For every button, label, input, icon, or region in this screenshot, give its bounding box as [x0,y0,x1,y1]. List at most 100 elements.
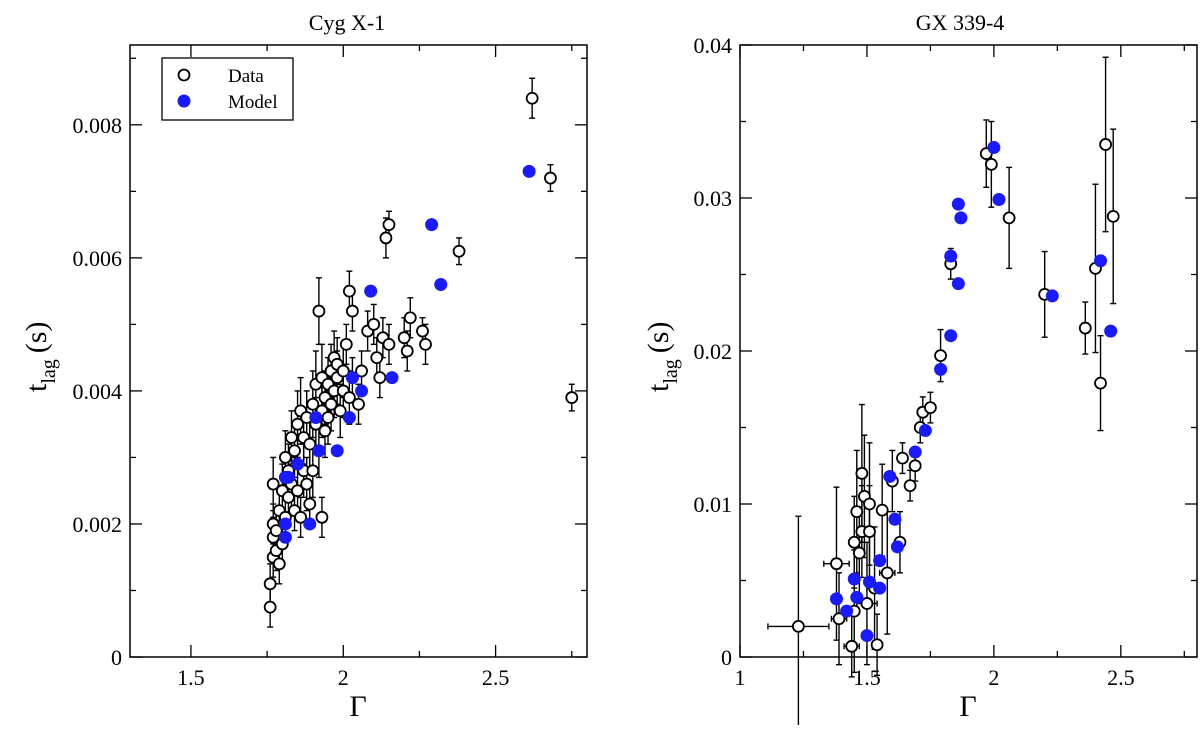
data-point [346,304,359,318]
data-point [382,218,396,232]
y-axis-title: tlag (s) [642,322,682,392]
legend-model-marker [177,94,191,108]
data-point [934,349,947,362]
x-tick-label: 2 [338,665,349,690]
axis-ticks: 1.5 2 2.5 0 0.002 0.004 0.006 0.008 [73,45,587,690]
model-point [873,554,887,568]
data-point [282,490,295,504]
data-point [565,391,579,404]
model-point [987,141,1001,155]
y-tick-label: 0.02 [694,339,733,364]
model-point [860,629,874,643]
error-bars [267,77,575,628]
data-point [863,525,876,538]
model-point [425,218,439,232]
legend-box [161,57,294,121]
model-point [522,164,536,178]
legend-model-label: Model [228,92,278,113]
x-axis-title: Γ [349,690,366,723]
panel-title: Cyg X-1 [309,10,385,35]
axis-ticks: 1 1.5 2 2.5 0 0.01 0.02 0.03 0.04 [694,33,1197,690]
data-point [850,505,864,519]
x-tick-label: 1.5 [177,665,205,690]
panel-cyg-x1: Cyg X-1 1.5 2 2.5 0 0.002 0.004 0.006 0.008 Γ t… [20,10,588,723]
data-point [291,417,304,431]
data-point [379,231,393,245]
legend: Data Model [161,57,294,121]
model-point [291,457,305,471]
data-point [342,391,356,404]
y-axis-title-main: t [642,383,675,392]
legend-data-label: Data [228,66,264,87]
model-point [934,362,948,376]
data-point [315,510,329,524]
model-point [342,411,356,425]
data-point [291,484,304,498]
data-point [1106,209,1120,223]
data-point [416,324,429,338]
model-point [888,512,902,526]
model-point [312,444,326,458]
data-point [1099,138,1112,151]
data-point [832,612,846,626]
model-point [355,384,369,398]
model-point [303,517,317,531]
x-tick-label: 2.5 [482,665,510,690]
data-point [855,466,869,480]
plot-frame [129,44,588,658]
model-point [278,517,292,531]
data-point [336,364,350,378]
data-point [272,557,286,571]
data-point [852,546,866,560]
y-tick-label: 0 [111,645,122,670]
model-point [278,530,292,544]
data-point [355,364,368,378]
data-point [880,566,894,580]
data-point [278,451,292,464]
model-point [330,444,344,458]
x-axis-title: Γ [959,690,976,723]
y-tick-label: 0.04 [694,33,733,58]
data-point [263,577,277,591]
model-point [992,193,1006,207]
model-point [908,445,922,459]
data-point [339,337,353,351]
data-points [791,138,1120,653]
data-point [306,464,320,478]
data-point [419,337,432,351]
y-tick-label: 0 [721,645,732,670]
data-point [367,317,381,331]
data-point [263,600,277,614]
model-point [309,411,323,425]
legend-data-marker [177,68,191,82]
model-point [1104,324,1118,338]
model-point [862,575,876,589]
data-point [1002,211,1016,225]
data-point [397,331,411,345]
model-point [434,277,448,291]
model-point [873,581,887,595]
model-point [1094,254,1108,268]
data-point [847,535,861,549]
data-point [300,477,314,491]
data-point [452,244,466,258]
data-point [342,284,356,298]
y-axis-title-unit: (s) [642,322,675,354]
y-axis-title: tlag (s) [20,322,60,392]
data-point [875,503,889,517]
data-point [370,351,384,365]
data-point [403,311,417,325]
data-point [294,510,308,524]
data-point [324,397,338,411]
data-point [1078,321,1092,335]
data-point [269,524,283,538]
model-point [944,329,958,343]
data-point [303,497,317,511]
model-point [1045,289,1059,303]
model-point [850,590,864,604]
model-point [951,197,965,211]
data-point [288,444,301,458]
data-point [312,304,326,318]
